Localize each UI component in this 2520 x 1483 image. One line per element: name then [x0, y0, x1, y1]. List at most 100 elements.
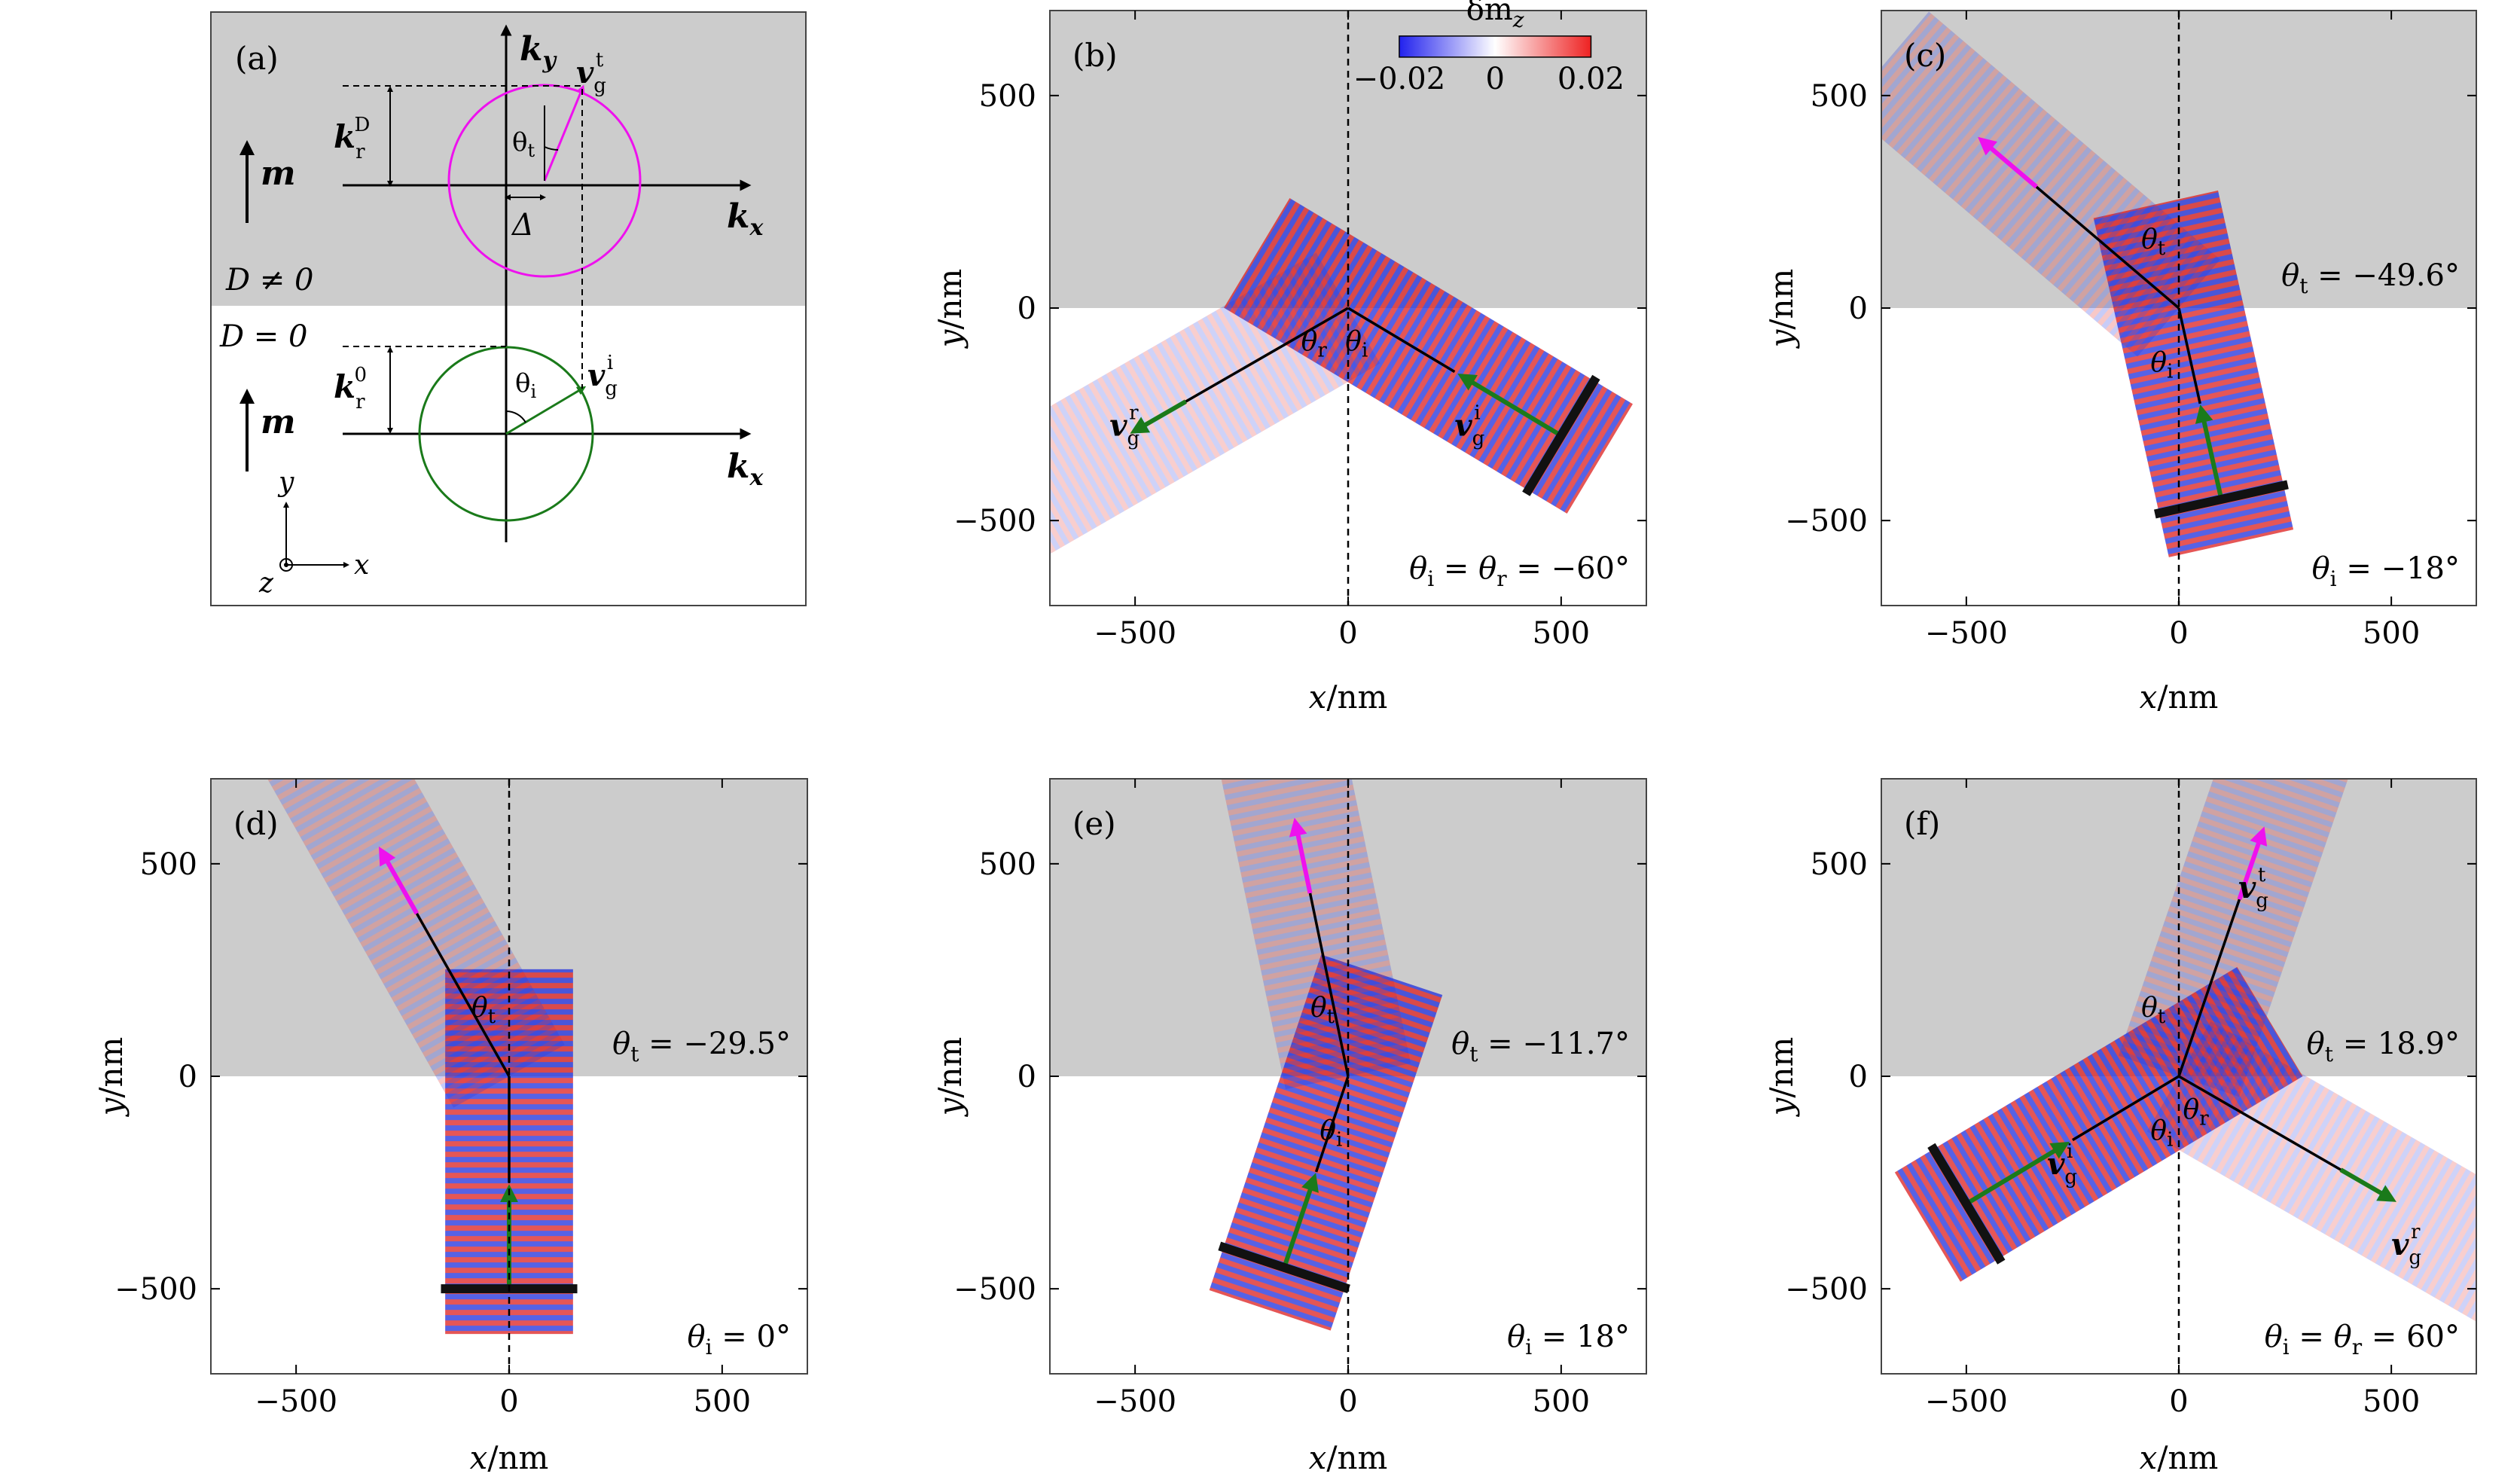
transmitted-path [2177, 899, 2241, 1077]
y-axis-label: y/nm [1763, 269, 1800, 349]
theta-i-arc-a [505, 410, 526, 423]
transmission-annotation: θt = −11.7° [1451, 1027, 1630, 1066]
x-axis-label: x/nm [2140, 1439, 2219, 1476]
reflected-arrow [1130, 399, 1187, 434]
frame-a [210, 11, 807, 606]
xtick-label: 500 [2363, 616, 2420, 651]
ytick-label: −500 [1785, 504, 1868, 539]
ytick-label: −500 [953, 504, 1036, 539]
xtick-label: 500 [1533, 616, 1590, 651]
theta-i-label: θi [2150, 1116, 2173, 1152]
xtick-label: 0 [1338, 616, 1357, 651]
xtick-label: −500 [255, 1384, 337, 1419]
reflected-arrow [2339, 1167, 2396, 1202]
kr0-label: kr0 [334, 364, 367, 413]
x-axis-label: x/nm [470, 1439, 549, 1476]
panel-f: −500 0 500 500 0 −500 x/nm y/nm (f) θi = θr = 60°… [1763, 778, 2477, 1476]
d-nonzero-label: D ≠ 0 [225, 263, 313, 298]
theta-t-label: θt [471, 993, 496, 1028]
panel-c: −500 0 500 500 0 −500 x/nm y/nm (c) θi = −18° θt =… [1763, 10, 2477, 716]
transmitted-arrow [1289, 817, 1313, 894]
y-axis-label: y/nm [932, 1037, 969, 1118]
xtick-label: 0 [2169, 616, 2188, 651]
xtick-label: 500 [2363, 1384, 2420, 1419]
x-axis-label: x/nm [1309, 679, 1388, 716]
colorbar-tick: 0 [1485, 62, 1504, 96]
incidence-annotation: θi = 0° [688, 1320, 791, 1359]
xtick-label: −500 [1094, 1384, 1176, 1419]
white-region-a [211, 306, 806, 606]
incidence-annotation: θi = θr = 60° [2265, 1320, 2460, 1359]
panel-label: (b) [1072, 37, 1118, 74]
transmitted-path [2035, 185, 2180, 310]
gray-region-a [211, 12, 806, 306]
ytick-label: 0 [1849, 1060, 1868, 1094]
kx-label-bottom: kx [727, 447, 764, 491]
x-axis-label: x/nm [2140, 679, 2219, 716]
incident-arrow [1965, 1141, 2070, 1206]
theta-t-label: θt [2141, 993, 2166, 1028]
incident-arrow [1457, 373, 1563, 438]
ytick-label: 500 [979, 847, 1036, 882]
transmission-annotation: θt = −49.6° [2281, 258, 2460, 298]
ytick-label: 500 [140, 847, 197, 882]
reflected-path [2178, 1075, 2342, 1171]
xtick-label: −500 [1925, 1384, 2008, 1419]
source-bar [1522, 374, 1600, 496]
vg-i-label: vgi [2047, 1140, 2077, 1189]
coord-z-label: z [258, 568, 274, 599]
coord-x-label: x [354, 550, 369, 581]
colorbar-title: δmz [1466, 0, 1524, 32]
incidence-annotation: θi = 18° [1507, 1320, 1630, 1359]
transmitted-arrow [1978, 136, 2038, 189]
panel-a: (a) ky kx θt vgt Δ krD m D ≠ 0 D = 0 kx [210, 11, 807, 606]
ytick-label: 500 [1811, 847, 1868, 882]
panel-label: (c) [1904, 37, 1946, 74]
vg-r-label: vgr [2391, 1221, 2421, 1269]
y-axis-label: y/nm [93, 1037, 130, 1118]
xtick-label: 500 [694, 1384, 751, 1419]
ytick-label: 0 [1017, 291, 1036, 326]
incident-path [2072, 1075, 2180, 1142]
vgt-arrow-a [543, 84, 585, 182]
colorbar-tick: 0.02 [1557, 62, 1625, 96]
theta-t-label-a: θt [512, 127, 535, 161]
simulation-panels: −500 0 500 500 0 −500 x/nm y/nm (b) θi = θr = −60… [93, 0, 2477, 1476]
y-axis-label: y/nm [1763, 1037, 1800, 1118]
transmitted-arrow [378, 846, 419, 915]
incident-path [1347, 307, 1456, 374]
panel-e: −500 0 500 500 0 −500 x/nm y/nm (e) θi = 18° θt = … [932, 778, 1647, 1476]
panel-d: −500 0 500 500 0 −500 x/nm y/nm (d) θi = 0° θt = −… [93, 778, 808, 1476]
panel-label: (e) [1072, 805, 1116, 842]
reflected-path [1185, 307, 1349, 403]
source-bar [1927, 1143, 2006, 1265]
source-bar [2153, 480, 2289, 519]
ytick-label: 0 [1017, 1060, 1036, 1094]
panel-label: (d) [233, 805, 279, 842]
vgi-label-a: vgi [587, 352, 618, 400]
transmitted-path [415, 913, 511, 1077]
m-label-top: m [261, 154, 296, 193]
source-bar [1218, 1241, 1350, 1294]
ytick-label: 0 [178, 1060, 197, 1094]
xtick-label: 0 [499, 1384, 518, 1419]
panel-b: −500 0 500 500 0 −500 x/nm y/nm (b) θi = θr = −60… [932, 0, 1647, 716]
colorbar-tick: −0.02 [1353, 62, 1446, 96]
ytick-label: −500 [114, 1272, 197, 1307]
theta-i-label: θi [1319, 1116, 1342, 1152]
coord-z-dot [284, 563, 288, 567]
incidence-annotation: θi = θr = −60° [1409, 551, 1630, 591]
vgi-arrow-a [505, 386, 587, 435]
transmitted-arrow [2237, 826, 2268, 901]
incident-path [1314, 1076, 1350, 1173]
ytick-label: −500 [953, 1272, 1036, 1307]
coord-z-circle [279, 558, 293, 572]
incident-path [2177, 307, 2201, 404]
theta-r-label: θr [2183, 1094, 2210, 1130]
theta-r-label: θr [1301, 326, 1328, 362]
y-axis-label: y/nm [932, 269, 969, 349]
kx-label-top: kx [727, 197, 764, 241]
d-zero-label: D = 0 [219, 319, 307, 354]
theta-i-label: θi [1345, 326, 1368, 362]
